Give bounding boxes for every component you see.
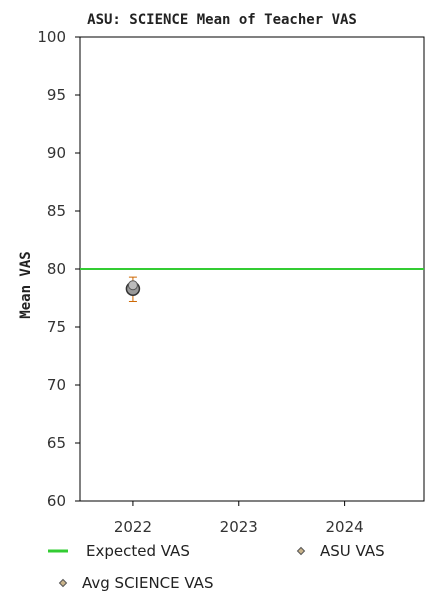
y-tick-label: 90 [47,144,66,162]
x-tick-label: 2022 [114,518,152,536]
legend-marker-swatch [296,546,306,556]
legend-label: Avg SCIENCE VAS [82,574,213,592]
avg-science-vas-point [127,280,138,291]
y-tick-label: 85 [47,202,66,220]
x-axis: 2022 2023 2024 [114,501,364,536]
y-tick-label: 80 [47,260,66,278]
legend-asu-vas: ASU VAS [296,542,385,560]
chart-title: ASU: SCIENCE Mean of Teacher VAS [87,12,357,28]
y-tick-label: 65 [47,434,66,452]
legend-marker-swatch [58,578,68,588]
y-axis-label: Mean VAS [18,251,34,318]
plot-series [80,268,424,302]
y-tick-label: 60 [47,492,66,510]
y-tick-label: 100 [37,28,66,46]
legend-label: Expected VAS [86,542,190,560]
legend-expected-vas: Expected VAS [48,542,190,560]
y-tick-label: 70 [47,376,66,394]
x-tick-label: 2023 [220,518,258,536]
x-tick-label: 2024 [326,518,364,536]
y-tick-label: 75 [47,318,66,336]
legend: Expected VAS ASU VAS Avg SCIENCE VAS [48,542,385,592]
y-tick-label: 95 [47,86,66,104]
legend-label: ASU VAS [320,542,385,560]
y-axis: 60 65 70 75 80 85 90 95 100 [37,28,80,510]
legend-avg-science-vas: Avg SCIENCE VAS [58,574,213,592]
